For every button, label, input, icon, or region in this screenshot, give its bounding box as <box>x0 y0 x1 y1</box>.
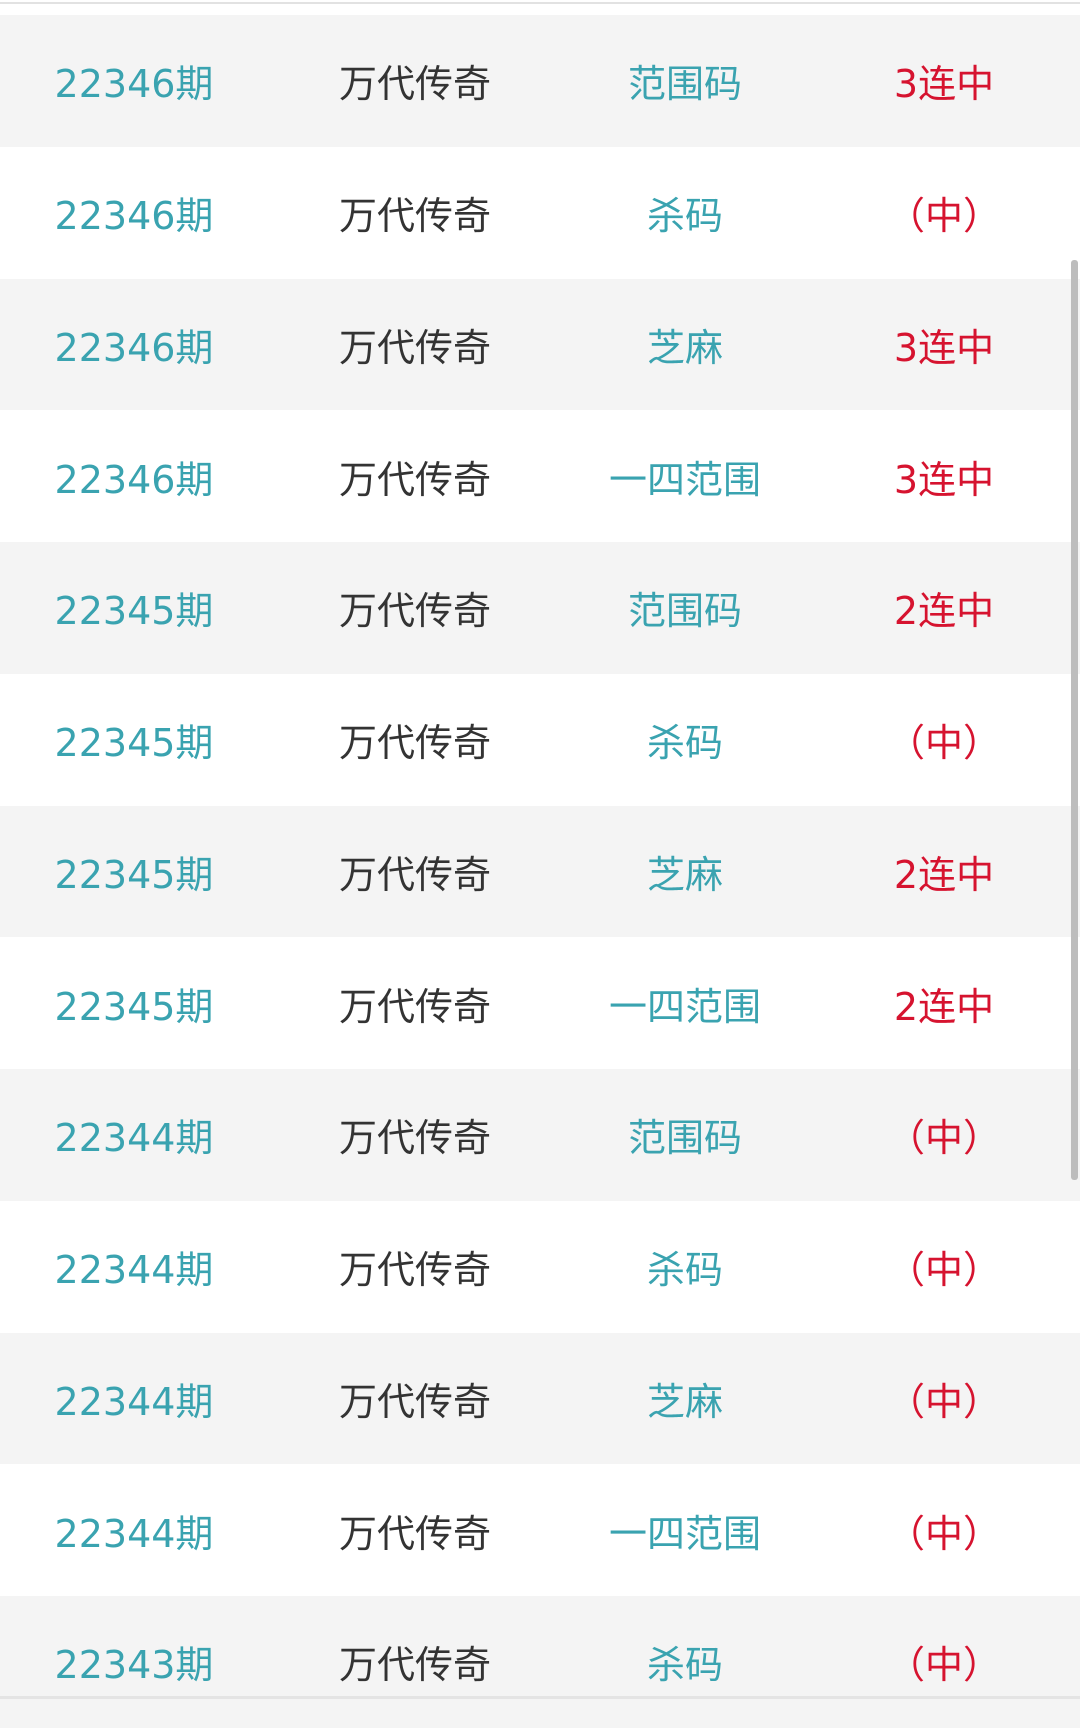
result-cell: 2连中 <box>893 984 995 1029</box>
category-cell: 范围码 <box>627 1116 742 1161</box>
category-cell: 一四范围 <box>608 1511 761 1556</box>
result-cell: （中） <box>886 721 1001 766</box>
name-cell: 万代传奇 <box>338 1116 491 1161</box>
result-cell: （中） <box>886 1116 1001 1161</box>
name-cell: 万代传奇 <box>338 194 491 239</box>
issue-cell: 22344期 <box>54 1248 214 1293</box>
table-row[interactable]: 22344期 万代传奇 范围码 （中） <box>0 1069 1080 1201</box>
issue-cell: 22345期 <box>54 589 214 634</box>
result-cell: （中） <box>886 1379 1001 1424</box>
scrollbar[interactable] <box>1071 260 1078 1180</box>
category-cell: 芝麻 <box>646 1379 723 1424</box>
issue-cell: 22344期 <box>54 1511 214 1556</box>
category-cell: 杀码 <box>646 1643 723 1688</box>
name-cell: 万代传奇 <box>338 1248 491 1293</box>
category-cell: 一四范围 <box>608 984 761 1029</box>
table-row[interactable]: 22343期 万代传奇 杀码 （中） <box>0 1596 1080 1728</box>
table-row[interactable]: 22345期 万代传奇 一四范围 2连中 <box>0 937 1080 1069</box>
results-table: 22346期 万代传奇 范围码 3连中 22346期 万代传奇 杀码 （中） 22346期 万代传… <box>0 15 1080 1728</box>
name-cell: 万代传奇 <box>338 1643 491 1688</box>
issue-cell: 22345期 <box>54 852 214 897</box>
table-row[interactable]: 22346期 万代传奇 范围码 3连中 <box>0 15 1080 147</box>
name-cell: 万代传奇 <box>338 852 491 897</box>
result-cell: 3连中 <box>893 325 995 370</box>
category-cell: 杀码 <box>646 1248 723 1293</box>
name-cell: 万代传奇 <box>338 984 491 1029</box>
table-row[interactable]: 22344期 万代传奇 一四范围 （中） <box>0 1464 1080 1596</box>
bottom-divider <box>0 1696 1080 1699</box>
name-cell: 万代传奇 <box>338 589 491 634</box>
table-row[interactable]: 22344期 万代传奇 芝麻 （中） <box>0 1332 1080 1465</box>
category-cell: 范围码 <box>627 589 742 634</box>
name-cell: 万代传奇 <box>338 457 491 502</box>
result-cell: 2连中 <box>893 852 995 897</box>
category-cell: 一四范围 <box>608 457 761 502</box>
table-row[interactable]: 22346期 万代传奇 芝麻 3连中 <box>0 278 1080 411</box>
result-cell: （中） <box>886 1643 1001 1688</box>
name-cell: 万代传奇 <box>338 1379 491 1424</box>
table-row[interactable]: 22345期 万代传奇 杀码 （中） <box>0 673 1080 806</box>
name-cell: 万代传奇 <box>338 721 491 766</box>
table-row[interactable]: 22345期 万代传奇 范围码 2连中 <box>0 542 1080 674</box>
category-cell: 芝麻 <box>646 852 723 897</box>
issue-cell: 22346期 <box>54 62 214 107</box>
issue-cell: 22345期 <box>54 984 214 1029</box>
table-row[interactable]: 22346期 万代传奇 一四范围 3连中 <box>0 410 1080 542</box>
issue-cell: 22344期 <box>54 1379 214 1424</box>
result-cell: 3连中 <box>893 457 995 502</box>
result-cell: 3连中 <box>893 62 995 107</box>
issue-cell: 22343期 <box>54 1643 214 1688</box>
result-cell: （中） <box>886 1248 1001 1293</box>
issue-cell: 22346期 <box>54 194 214 239</box>
top-divider <box>0 2 1080 4</box>
issue-cell: 22346期 <box>54 325 214 370</box>
result-cell: 2连中 <box>893 589 995 634</box>
table-row[interactable]: 22346期 万代传奇 杀码 （中） <box>0 146 1080 279</box>
name-cell: 万代传奇 <box>338 325 491 370</box>
table-row[interactable]: 22345期 万代传奇 芝麻 2连中 <box>0 805 1080 938</box>
result-cell: （中） <box>886 1511 1001 1556</box>
result-cell: （中） <box>886 194 1001 239</box>
issue-cell: 22344期 <box>54 1116 214 1161</box>
table-row[interactable]: 22344期 万代传奇 杀码 （中） <box>0 1200 1080 1333</box>
issue-cell: 22345期 <box>54 721 214 766</box>
name-cell: 万代传奇 <box>338 1511 491 1556</box>
category-cell: 杀码 <box>646 194 723 239</box>
category-cell: 范围码 <box>627 62 742 107</box>
issue-cell: 22346期 <box>54 457 214 502</box>
name-cell: 万代传奇 <box>338 62 491 107</box>
category-cell: 芝麻 <box>646 325 723 370</box>
category-cell: 杀码 <box>646 721 723 766</box>
